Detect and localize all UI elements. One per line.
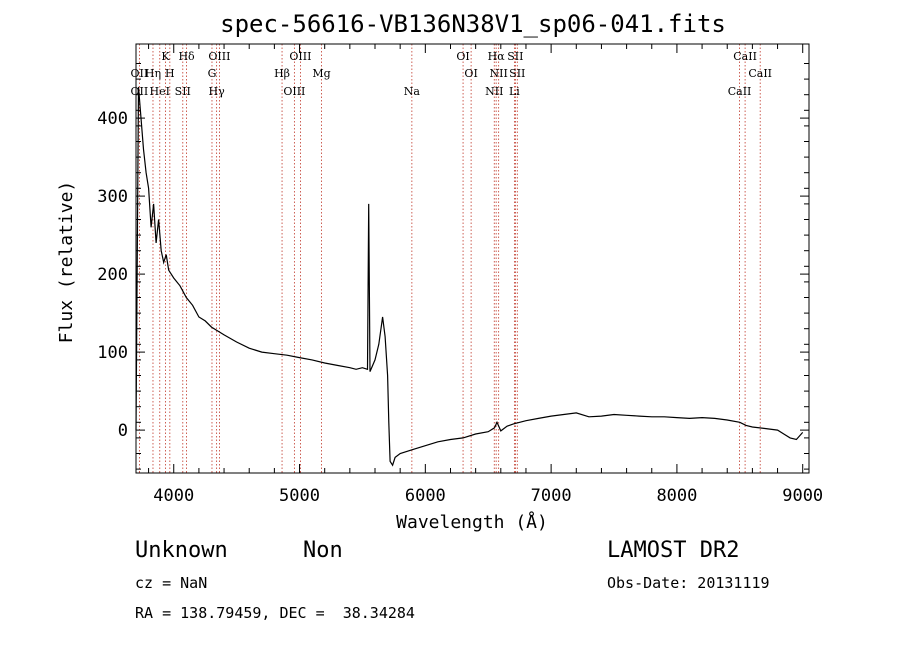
spectral-line-label: CaII bbox=[733, 50, 757, 63]
spectral-line-label: Hη bbox=[145, 67, 161, 80]
spectral-line-label: Hδ bbox=[178, 50, 195, 63]
spectral-line-label: Hα bbox=[488, 50, 506, 63]
spectral-line-label: OII bbox=[131, 67, 149, 80]
spectral-line-label: Mg bbox=[312, 67, 330, 80]
spectral-line-label: SII bbox=[507, 50, 523, 63]
spectral-line-label: CaII bbox=[728, 85, 752, 98]
x-axis-label: Wavelength (Å) bbox=[396, 511, 548, 533]
spectral-line-label: OIII bbox=[289, 50, 311, 63]
spectral-line-label: OIII bbox=[208, 50, 230, 63]
plot-frame bbox=[135, 43, 810, 474]
ra-dec: RA = 138.79459, DEC = 38.34284 bbox=[135, 604, 415, 622]
spectral-line-label: OI bbox=[456, 50, 469, 63]
spectral-line-label: Hβ bbox=[274, 67, 290, 80]
spectral-line-label: SII bbox=[175, 85, 191, 98]
x-tick-label: 4000 bbox=[153, 486, 194, 506]
spectral-line-label: HeI bbox=[150, 85, 170, 98]
obs-date: Obs-Date: 20131119 bbox=[607, 574, 770, 592]
x-tick-label: 6000 bbox=[405, 486, 446, 506]
spectral-line-label: SII bbox=[509, 67, 525, 80]
y-tick-label: 0 bbox=[118, 421, 128, 441]
spectral-line-label: Hγ bbox=[209, 85, 226, 98]
spectral-line-label: CaII bbox=[748, 67, 772, 80]
spectral-line-labels: OIIOIIHηHeIKHSIIHδGHγOIIIHβOIIIOIIIMgNaO… bbox=[131, 50, 772, 98]
y-tick-label: 400 bbox=[97, 109, 128, 129]
x-tick-label: 9000 bbox=[782, 486, 823, 506]
object-subclass: Non bbox=[303, 538, 343, 563]
spectral-line-label: K bbox=[161, 50, 170, 63]
spectral-line-label: H bbox=[165, 67, 175, 80]
redshift-cz: cz = NaN bbox=[135, 574, 208, 592]
spectral-line-label: OI bbox=[464, 67, 477, 80]
spectral-line-markers bbox=[138, 44, 761, 473]
y-tick-label: 100 bbox=[97, 343, 128, 363]
x-tick-label: 8000 bbox=[656, 486, 697, 506]
x-tick-label: 7000 bbox=[531, 486, 572, 506]
spectral-line-label: NII bbox=[490, 67, 508, 80]
spectral-line-label: Li bbox=[509, 85, 520, 98]
x-tick-label: 5000 bbox=[279, 486, 320, 506]
object-class: Unknown bbox=[135, 538, 228, 563]
spectral-line-label: NII bbox=[485, 85, 503, 98]
spectral-line-label: OIII bbox=[283, 85, 305, 98]
spectral-line-label: Na bbox=[404, 85, 421, 98]
y-axis-label: Flux (relative) bbox=[56, 181, 77, 344]
y-tick-label: 300 bbox=[97, 187, 128, 207]
survey-name: LAMOST DR2 bbox=[607, 538, 740, 563]
chart-title: spec-56616-VB136N38V1_sp06-041.fits bbox=[220, 10, 726, 38]
axis-ticks: 4000 5000 6000 7000 8000 9000 0 100 200 300 400 bbox=[97, 44, 823, 506]
y-tick-label: 200 bbox=[97, 265, 128, 285]
spectrum-series-line bbox=[135, 86, 804, 467]
spectral-line-label: G bbox=[208, 67, 217, 80]
